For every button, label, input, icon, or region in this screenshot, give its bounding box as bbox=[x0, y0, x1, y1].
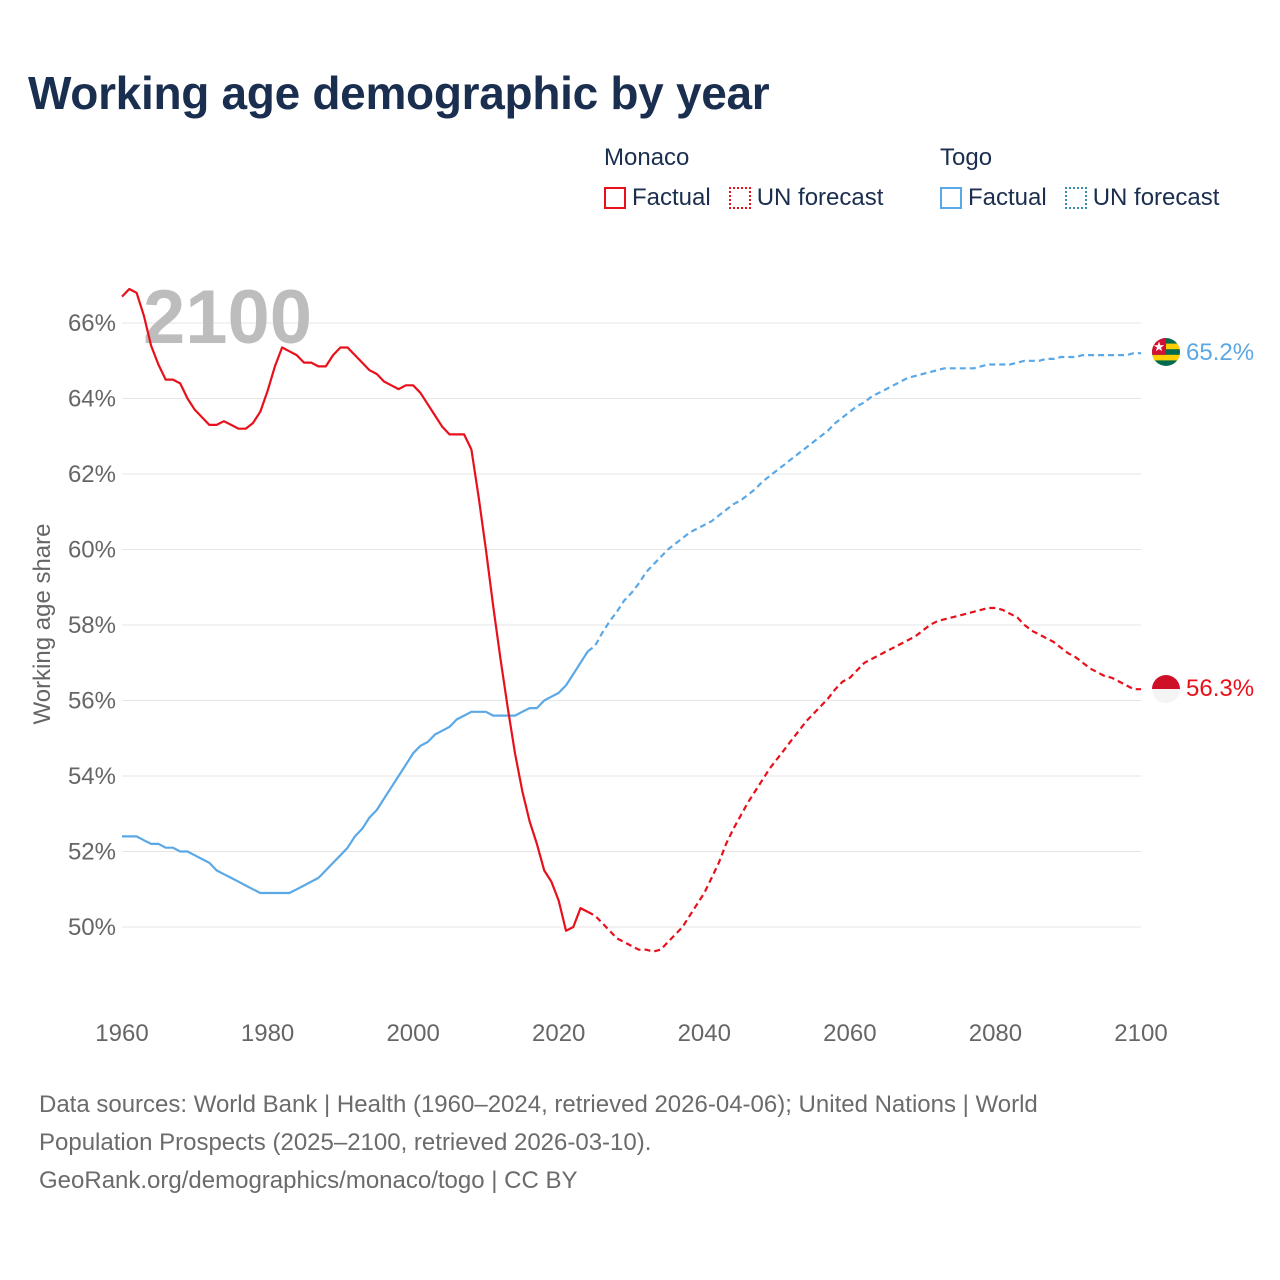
y-axis-label: Working age share bbox=[29, 524, 56, 725]
legend-monaco-factual-swatch bbox=[604, 187, 626, 209]
x-tick-label: 2100 bbox=[1114, 1020, 1167, 1047]
legend-monaco-forecast-label: UN forecast bbox=[756, 184, 884, 211]
y-axis-ticks: 50% 52% 54% 56% 58% 60% 62% 64% 66% bbox=[68, 310, 116, 941]
credit-link[interactable]: GeoRank.org/demographics/monaco/togo | C… bbox=[39, 1167, 578, 1194]
chart-title: Working age demographic by year bbox=[28, 67, 770, 119]
legend-togo-forecast-swatch bbox=[1064, 187, 1087, 209]
legend-togo-forecast[interactable]: UN forecast bbox=[1064, 184, 1220, 212]
x-tick-label: 2000 bbox=[386, 1020, 439, 1047]
x-axis-ticks: 1960 1980 2000 2020 2040 2060 2080 2100 bbox=[95, 1020, 1167, 1047]
legend-togo-forecast-label: UN forecast bbox=[1092, 184, 1220, 211]
y-tick-label: 54% bbox=[68, 763, 116, 790]
y-tick-label: 60% bbox=[68, 537, 116, 564]
monaco-factual-line bbox=[121, 287, 589, 932]
y-tick-label: 52% bbox=[68, 839, 116, 866]
legend-togo-factual-swatch bbox=[940, 187, 962, 209]
legend-monaco-forecast-swatch bbox=[728, 187, 751, 209]
togo-flag-icon bbox=[1152, 338, 1180, 366]
legend-monaco-forecast[interactable]: UN forecast bbox=[728, 184, 884, 212]
legend-group-togo: Togo Factual UN forecast bbox=[940, 144, 1219, 212]
x-tick-label: 2080 bbox=[969, 1020, 1022, 1047]
togo-factual-line bbox=[122, 650, 589, 895]
legend-monaco-factual[interactable]: Factual bbox=[604, 184, 711, 212]
y-tick-label: 62% bbox=[68, 461, 116, 488]
monaco-forecast-line bbox=[587, 606, 1141, 953]
y-tick-label: 64% bbox=[68, 386, 116, 413]
footer: Data sources: World Bank | Health (1960–… bbox=[39, 1086, 1149, 1200]
y-tick-label: 58% bbox=[68, 612, 116, 639]
togo-end-value: 65.2% bbox=[1186, 339, 1254, 366]
y-tick-label: 50% bbox=[68, 914, 116, 941]
x-tick-label: 1980 bbox=[241, 1020, 294, 1047]
y-tick-label: 66% bbox=[68, 310, 116, 337]
x-tick-label: 1960 bbox=[95, 1020, 148, 1047]
legend-group-monaco-name: Monaco bbox=[604, 144, 690, 171]
x-tick-label: 2040 bbox=[678, 1020, 731, 1047]
series-layer bbox=[121, 287, 1141, 953]
togo-forecast-line bbox=[587, 352, 1141, 653]
x-tick-label: 2060 bbox=[823, 1020, 876, 1047]
legend-group-monaco: Monaco Factual UN forecast bbox=[604, 144, 883, 212]
monaco-flag-icon bbox=[1152, 675, 1180, 703]
line-chart: 2100 50% 52% 54% 56% 58% 60% 62% 64% 66% 1960 198… bbox=[29, 275, 1254, 1047]
legend-togo-factual-label: Factual bbox=[968, 184, 1047, 211]
end-markers: 65.2% 56.3% bbox=[1152, 338, 1254, 703]
legend-monaco-factual-label: Factual bbox=[632, 184, 711, 211]
legend-group-togo-name: Togo bbox=[940, 144, 993, 171]
year-watermark: 2100 bbox=[143, 275, 312, 360]
legend-togo-factual[interactable]: Factual bbox=[940, 184, 1047, 212]
y-tick-label: 56% bbox=[68, 688, 116, 715]
x-tick-label: 2020 bbox=[532, 1020, 585, 1047]
data-sources-text: Data sources: World Bank | Health (1960–… bbox=[39, 1091, 1038, 1156]
monaco-end-value: 56.3% bbox=[1186, 675, 1254, 702]
grid-lines bbox=[122, 322, 1141, 928]
